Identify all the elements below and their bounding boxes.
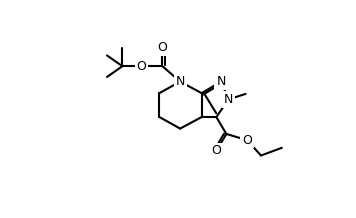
Text: N: N [216,75,226,88]
Text: O: O [137,60,147,73]
Text: O: O [242,134,252,147]
Text: N: N [176,75,185,88]
Text: O: O [157,41,167,54]
Text: N: N [224,93,233,106]
Text: O: O [211,144,221,157]
